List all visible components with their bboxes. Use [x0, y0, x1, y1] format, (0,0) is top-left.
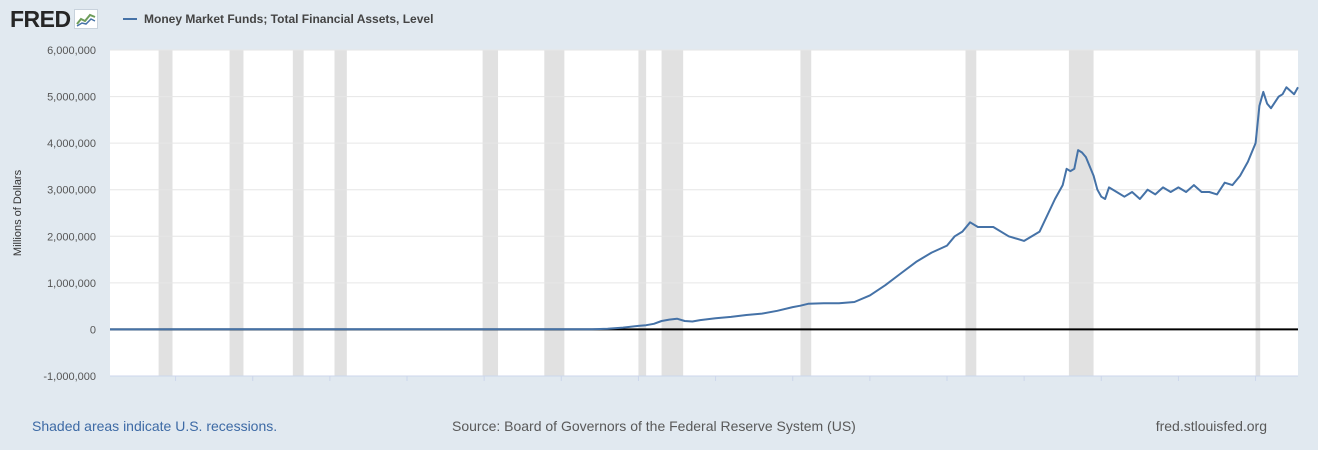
series-group	[110, 86, 1299, 331]
recession-band	[965, 50, 977, 376]
recession-band	[292, 50, 304, 376]
source-text: Source: Board of Governors of the Federa…	[452, 418, 856, 434]
recession-band	[229, 50, 244, 376]
fred-chart-line-icon	[73, 9, 98, 29]
y-tick-label: 0	[90, 324, 96, 336]
fred-logo-text: FRED	[10, 5, 71, 32]
y-tick-label: 6,000,000	[47, 45, 96, 57]
recession-band	[158, 50, 173, 376]
y-axis: -1,000,000 0 1,000,000 2,000,000 3,000,000 4,…	[43, 45, 96, 383]
chart-header: FRED Money Market Funds; Total Financial…	[0, 0, 1318, 40]
recession-band	[661, 50, 684, 376]
y-axis-label: Millions of Dollars	[12, 169, 24, 256]
recession-band	[1068, 50, 1094, 376]
y-tick-label: -1,000,000	[43, 371, 96, 383]
fred-logo[interactable]: FRED	[10, 6, 98, 32]
chart-legend: Money Market Funds; Total Financial Asse…	[123, 12, 433, 26]
series-line	[110, 86, 1299, 331]
x-axis: 1950195519601965197019751980198519901995…	[110, 375, 1298, 381]
y-tick-label: 2,000,000	[47, 231, 96, 243]
recession-band	[1255, 50, 1261, 376]
legend-swatch	[123, 18, 137, 20]
legend-series-label: Money Market Funds; Total Financial Asse…	[144, 12, 434, 26]
y-tick-label: 4,000,000	[47, 138, 96, 150]
recession-band	[800, 50, 812, 376]
recessions-note-link[interactable]: Shaded areas indicate U.S. recessions.	[32, 418, 278, 434]
y-tick-label: 5,000,000	[47, 92, 96, 104]
line-chart: -1,000,000 0 1,000,000 2,000,000 3,000,000 4,…	[12, 45, 1299, 383]
recession-band	[334, 50, 347, 376]
recession-band	[482, 50, 499, 376]
y-tick-label: 3,000,000	[47, 185, 96, 197]
recession-shading	[158, 50, 1261, 376]
y-tick-label: 1,000,000	[47, 278, 96, 290]
plot-area	[110, 50, 1298, 376]
recession-band	[638, 50, 647, 376]
recession-band	[544, 50, 565, 376]
site-link[interactable]: fred.stlouisfed.org	[1155, 418, 1267, 434]
